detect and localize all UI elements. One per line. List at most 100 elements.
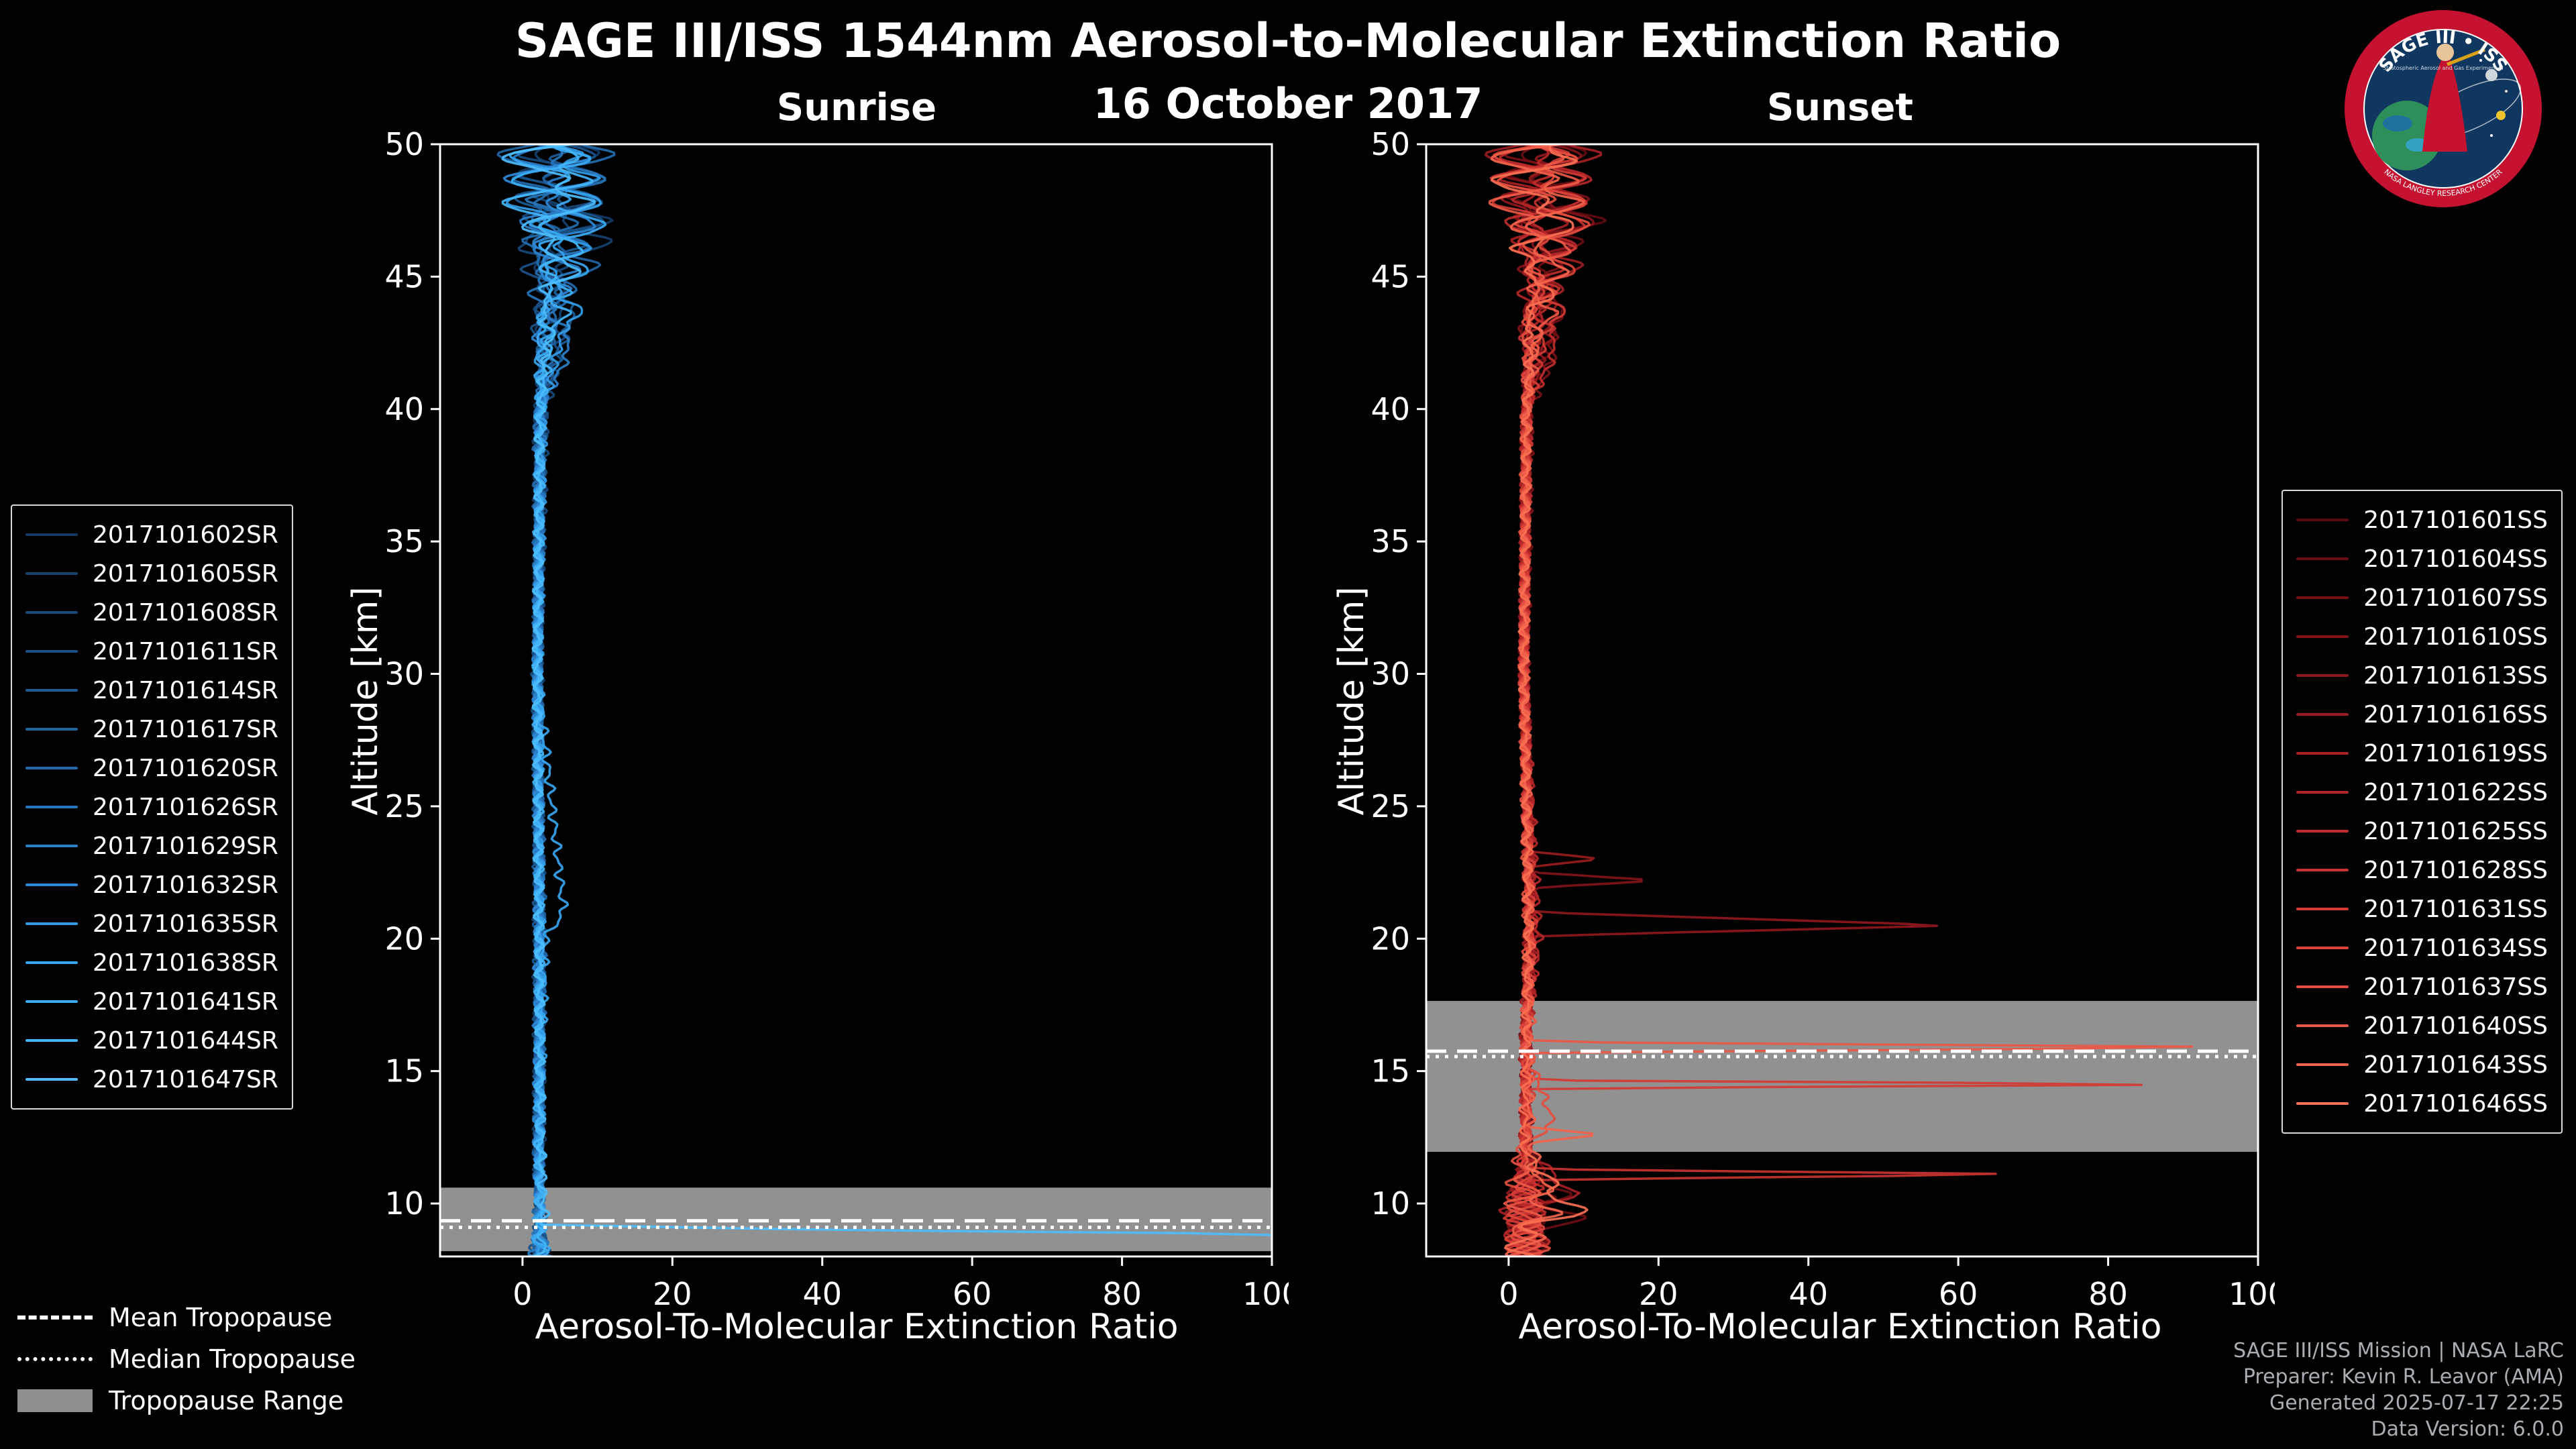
- legend-label: 2017101638SR: [93, 949, 278, 977]
- x-tick-label: 80: [1102, 1276, 1142, 1312]
- legend-item: 2017101613SS: [2296, 656, 2548, 695]
- legend-line-swatch: [2296, 1063, 2349, 1066]
- y-tick-label: 25: [1371, 788, 1410, 824]
- dashed-line-swatch: [17, 1316, 93, 1320]
- legend-line-swatch: [2296, 791, 2349, 794]
- legend-label: 2017101616SS: [2363, 700, 2548, 729]
- legend-item: 2017101604SS: [2296, 539, 2548, 578]
- legend-item: 2017101610SS: [2296, 617, 2548, 656]
- legend-line-swatch: [2296, 830, 2349, 833]
- x-tick-label: 100: [2229, 1276, 2275, 1312]
- credit-data-version: Data Version: 6.0.0: [2371, 1417, 2564, 1441]
- y-tick-label: 30: [384, 656, 424, 692]
- median-tropopause-legend-row: Median Tropopause: [17, 1344, 356, 1374]
- y-tick-label: 10: [1371, 1185, 1410, 1222]
- legend-line-swatch: [2296, 1102, 2349, 1105]
- chart-title: SAGE III/ISS 1544nm Aerosol-to-Molecular…: [515, 13, 2061, 68]
- y-tick-label: 45: [384, 258, 424, 294]
- x-axis-label-sunrise: Aerosol-To-Molecular Extinction Ratio: [535, 1307, 1179, 1347]
- y-tick-label: 35: [1371, 523, 1410, 559]
- legend-item: 2017101620SR: [25, 749, 278, 788]
- legend-label: 2017101610SS: [2363, 623, 2548, 651]
- legend-item: 2017101640SS: [2296, 1006, 2548, 1045]
- plot-frame: [439, 143, 1273, 1258]
- legend-line-swatch: [2296, 713, 2349, 716]
- legend-line-swatch: [2296, 908, 2349, 910]
- legend-item: 2017101602SR: [25, 515, 278, 554]
- figure-robe: [2422, 56, 2467, 152]
- x-axis-label-sunset: Aerosol-To-Molecular Extinction Ratio: [1518, 1307, 2162, 1347]
- y-tick-label: 50: [1371, 127, 1410, 162]
- x-tick-label: 60: [953, 1276, 992, 1312]
- panel-title-sunrise: Sunrise: [776, 86, 937, 129]
- legend-line-swatch: [2296, 674, 2349, 677]
- credit-generated: Generated 2025-07-17 22:25: [2269, 1391, 2564, 1415]
- legend-line-swatch: [2296, 596, 2349, 599]
- sunrise-legend: 2017101602SR 2017101605SR 2017101608SR 2017…: [11, 504, 293, 1110]
- legend-item: 2017101647SR: [25, 1060, 278, 1099]
- legend-label: 2017101605SR: [93, 559, 278, 588]
- legend-line-swatch: [25, 806, 78, 808]
- legend-line-swatch: [2296, 1024, 2349, 1027]
- legend-label: 2017101608SR: [93, 598, 278, 627]
- legend-label: 2017101647SR: [93, 1065, 278, 1093]
- legend-item: 2017101638SR: [25, 943, 278, 982]
- legend-label: 2017101643SS: [2363, 1051, 2548, 1079]
- legend-item: 2017101614SR: [25, 671, 278, 710]
- legend-line-swatch: [25, 845, 78, 847]
- legend-line-swatch: [2296, 519, 2349, 521]
- credits: SAGE III/ISS Mission | NASA LaRC Prepare…: [2233, 1338, 2564, 1442]
- panel-title-sunset: Sunset: [1766, 86, 1914, 129]
- legend-item: 2017101634SS: [2296, 928, 2548, 967]
- legend-label: 2017101641SR: [93, 987, 278, 1016]
- legend-label: 2017101617SR: [93, 715, 278, 743]
- legend-line-swatch: [2296, 985, 2349, 988]
- legend-item: 2017101611SR: [25, 632, 278, 671]
- legend-line-swatch: [25, 1000, 78, 1003]
- mean-tropopause-label: Mean Tropopause: [109, 1303, 333, 1332]
- planet-icon: [2496, 111, 2506, 120]
- figure-head: [2436, 44, 2454, 61]
- legend-label: 2017101619SS: [2363, 739, 2548, 767]
- legend-line-swatch: [2296, 752, 2349, 755]
- x-tick-label: 40: [802, 1276, 842, 1312]
- moon-icon: [2485, 69, 2498, 81]
- y-axis-label-sunrise: Altitude [km]: [345, 586, 386, 816]
- trumpet-icon: [2447, 48, 2485, 66]
- legend-line-swatch: [2296, 869, 2349, 871]
- legend-item: 2017101608SR: [25, 593, 278, 632]
- legend-line-swatch: [2296, 635, 2349, 638]
- legend-line-swatch: [25, 922, 78, 925]
- x-tick-label: 60: [1939, 1276, 1978, 1312]
- range-box-swatch: [17, 1389, 93, 1412]
- profile-line: [501, 144, 1272, 1236]
- plot-background: [440, 144, 1272, 1256]
- legend-label: 2017101629SR: [93, 832, 278, 860]
- legend-line-swatch: [25, 728, 78, 731]
- logo-sub-text: Stratospheric Aerosol and Gas Experiment…: [2383, 65, 2503, 71]
- x-tick-label: 40: [1788, 1276, 1828, 1312]
- legend-label: 2017101611SR: [93, 637, 278, 665]
- sage-iss-logo: SAGE III • ISS NASA LANGLEY RESEARCH CEN…: [2345, 10, 2542, 207]
- legend-item: 2017101619SS: [2296, 734, 2548, 773]
- legend-label: 2017101631SS: [2363, 895, 2548, 923]
- y-tick-label: 15: [384, 1053, 424, 1089]
- legend-item: 2017101637SS: [2296, 967, 2548, 1006]
- legend-item: 2017101646SS: [2296, 1084, 2548, 1123]
- legend-label: 2017101614SR: [93, 676, 278, 704]
- legend-label: 2017101626SR: [93, 793, 278, 821]
- x-tick-label: 20: [653, 1276, 692, 1312]
- y-tick-label: 35: [384, 523, 424, 559]
- legend-line-swatch: [25, 1078, 78, 1081]
- legend-line-swatch: [2296, 557, 2349, 560]
- legend-item: 2017101616SS: [2296, 695, 2548, 734]
- legend-label: 2017101644SR: [93, 1026, 278, 1055]
- legend-label: 2017101613SS: [2363, 661, 2548, 690]
- legend-item: 2017101643SS: [2296, 1045, 2548, 1084]
- legend-item: 2017101635SR: [25, 904, 278, 943]
- y-tick-label: 30: [1371, 656, 1410, 692]
- y-tick-label: 20: [1371, 920, 1410, 957]
- legend-line-swatch: [25, 1039, 78, 1042]
- y-tick-label: 45: [1371, 258, 1410, 294]
